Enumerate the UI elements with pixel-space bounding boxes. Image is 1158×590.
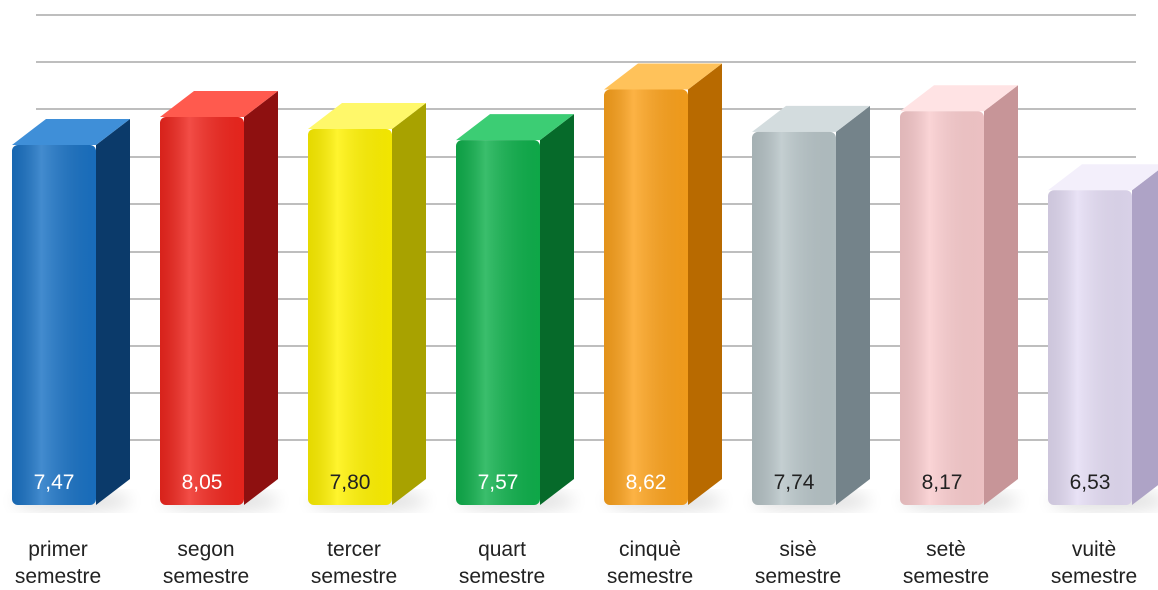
category-label: quart	[478, 538, 526, 561]
bar: 6,53	[1048, 164, 1158, 511]
category-label: semestre	[755, 565, 841, 588]
bar-side	[392, 103, 426, 505]
bar-side	[836, 105, 870, 505]
bar-side	[984, 85, 1018, 506]
value-label: 7,74	[774, 471, 815, 494]
value-label: 8,05	[182, 471, 223, 494]
bar-highlight	[308, 129, 392, 506]
category-label: setè	[926, 538, 966, 561]
category-label: semestre	[163, 565, 249, 588]
category-label: primer	[28, 538, 88, 561]
value-label: 7,80	[330, 471, 371, 494]
bar: 7,80	[308, 103, 427, 511]
bar-side	[1132, 170, 1158, 505]
bar-side	[96, 118, 130, 506]
bar-highlight	[900, 111, 984, 506]
bar: 8,17	[900, 85, 1019, 511]
category-labels: primer semestre segon semestre tercer semestr…	[15, 538, 1137, 588]
bar-highlight	[1048, 190, 1132, 505]
bar-series: 7,47 8,05 7,80 7,57 8,62 7,74 8,17 6,53	[12, 63, 1158, 511]
bar-top	[604, 63, 722, 90]
category-label: semestre	[903, 565, 989, 588]
value-label: 8,17	[922, 471, 963, 494]
bar: 7,47	[12, 118, 131, 511]
bar: 8,05	[160, 90, 279, 511]
bar-top	[900, 85, 1018, 112]
bar-top	[456, 114, 574, 141]
category-label: semestre	[1051, 565, 1137, 588]
bar-highlight	[160, 116, 244, 506]
bar-highlight	[12, 144, 96, 506]
category-label: semestre	[15, 565, 101, 588]
bar-side	[244, 90, 278, 506]
bar: 8,62	[604, 63, 723, 511]
value-label: 6,53	[1070, 471, 1111, 494]
bar-top	[308, 103, 426, 130]
category-label: cinquè	[619, 538, 681, 561]
value-label: 8,62	[626, 471, 667, 494]
bar-highlight	[604, 89, 688, 506]
category-label: tercer	[327, 538, 381, 561]
value-label: 7,47	[34, 471, 75, 494]
category-label: vuitè	[1072, 538, 1116, 561]
bar-top	[752, 105, 870, 132]
bar-side	[688, 63, 722, 506]
bar-top	[1048, 164, 1158, 191]
bar: 7,74	[752, 105, 871, 511]
bar: 7,57	[456, 114, 575, 511]
bar-highlight	[456, 140, 540, 505]
bar-side	[540, 114, 574, 505]
bar-top	[12, 118, 130, 145]
bar-top	[160, 90, 278, 117]
bar-highlight	[752, 131, 836, 505]
category-label: semestre	[311, 565, 397, 588]
category-label: semestre	[459, 565, 545, 588]
category-label: sisè	[779, 538, 816, 561]
category-label: semestre	[607, 565, 693, 588]
category-label: segon	[177, 538, 234, 561]
value-label: 7,57	[478, 471, 519, 494]
